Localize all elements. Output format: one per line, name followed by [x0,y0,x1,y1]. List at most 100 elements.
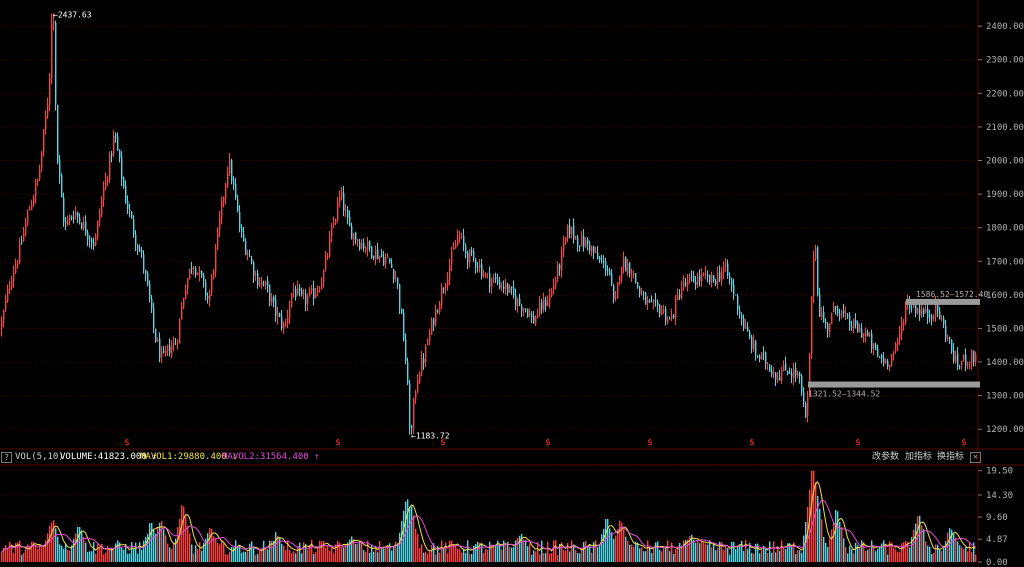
candle-body [591,246,593,253]
edit-params-button[interactable]: 改参数 [872,452,900,462]
volume-bar [555,540,557,562]
volume-bar [305,544,307,562]
candle-body [597,252,599,260]
volume-bar [373,551,375,562]
volume-bar [917,516,919,562]
candle-body [17,262,19,266]
volume-bar [561,542,563,562]
price-tick-label: 1300.00 [986,392,1024,402]
candle-body [947,337,949,339]
candle-body [307,296,309,305]
volume-bar [95,553,97,562]
candle-body [151,298,153,308]
candle-body [293,289,295,292]
volume-bar [455,545,457,562]
candle-body [71,217,73,219]
candle-body [23,232,25,242]
volume-bar [99,548,101,562]
candle-body [119,149,121,158]
candle-body [417,380,419,393]
volume-bar [51,522,53,562]
candle-body [809,355,811,397]
candle-body [589,244,591,251]
candle-body [697,276,699,285]
volume-bar [715,550,717,562]
volume-bar [335,544,337,562]
candle-body [191,267,193,270]
candle-body [239,212,241,229]
volume-bar [657,541,659,562]
volume-bar [573,544,575,562]
candle-body [755,341,757,355]
volume-bar [617,529,619,562]
switch-indicator-button[interactable]: 换指标 [937,452,965,462]
volume-bar [287,541,289,562]
volume-bar [535,551,537,562]
volume-bar [891,542,893,562]
volume-bar [599,543,601,562]
candle-body [607,269,609,271]
volume-bar [905,541,907,562]
volume-bar [297,545,299,562]
candle-body [197,272,199,276]
candle-body [93,243,95,247]
candle-body [107,178,109,180]
volume-bar [545,553,547,562]
volume-bar [503,540,505,562]
volume-bar [427,553,429,562]
volume-bar [595,540,597,562]
price-tick-label: 2300.00 [986,56,1024,66]
volume-bar [513,546,515,562]
indicator-name[interactable]: VOL(5,10) [15,452,64,462]
volume-bar [403,510,405,562]
volume-bar [27,544,29,562]
candle-body [1,321,3,330]
volume-bar [233,547,235,562]
candle-body [651,300,653,302]
candle-body [631,275,633,277]
volume-tick-label: 14.30 [986,491,1013,501]
candle-body [825,321,827,323]
volume-bar [727,547,729,562]
volume-bar [559,544,561,562]
add-indicator-button[interactable]: 加指标 [905,452,933,462]
candle-body [247,253,249,255]
candle-body [883,358,885,364]
candle-body [229,160,231,174]
candle-body [765,352,767,365]
volume-bar [539,554,541,562]
candle-body [685,283,687,285]
candle-body [143,254,145,270]
volume-bar [843,538,845,562]
volume-bar [117,540,119,562]
candle-body [767,364,769,366]
candle-body [953,350,955,362]
event-markers[interactable]: $ $ $ $ $ $ $ $ [124,438,967,448]
candle-body [407,361,409,384]
volume-bar [741,540,743,562]
candle-body [867,332,869,337]
volume-bar [33,541,35,562]
volume-bar [1,552,3,562]
candle-body [31,204,33,210]
volume-bar [431,544,433,562]
volume-bar [203,542,205,562]
candlestick-series [1,13,977,435]
volume-bar [13,553,15,562]
volume-bar [825,542,827,562]
help-icon[interactable]: ? [1,452,12,463]
candle-body [61,175,63,198]
volume-bar [319,540,321,562]
volume-bar [795,554,797,562]
volume-bar [847,553,849,562]
candle-body [493,277,495,280]
candle-body [439,304,441,313]
candle-body [941,318,943,320]
candle-body [807,396,809,416]
volume-bar [83,537,85,562]
volume-bar [325,547,327,562]
volume-bar [97,543,99,562]
close-icon[interactable]: ✕ [970,452,981,463]
volume-bar [155,533,157,562]
